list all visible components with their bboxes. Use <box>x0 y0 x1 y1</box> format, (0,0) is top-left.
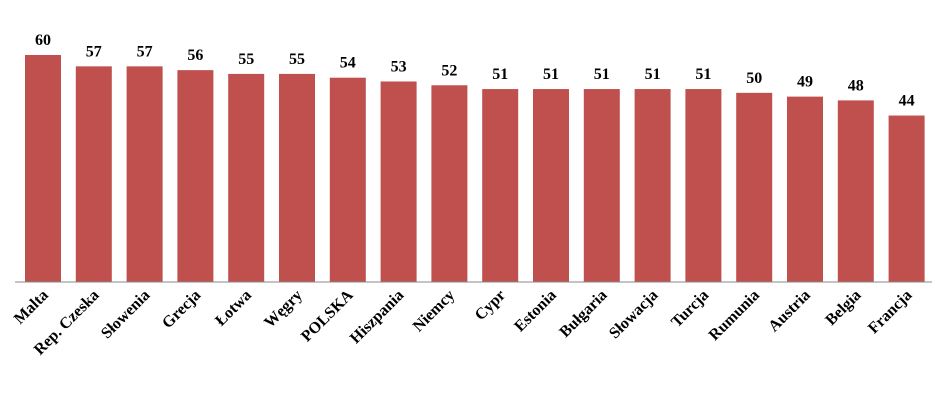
bar <box>279 73 315 283</box>
bar <box>431 85 468 283</box>
value-label: 52 <box>441 62 457 79</box>
x-tick-label: Austria <box>765 287 813 335</box>
value-label: 51 <box>543 66 559 83</box>
x-tick-label: Słowenia <box>98 287 153 342</box>
x-tick-label: Łotwa <box>212 287 255 330</box>
x-tick-label: Niemcy <box>410 287 458 335</box>
value-label: 57 <box>86 43 102 60</box>
x-tick-label: Grecja <box>159 287 204 332</box>
x-tick-label: Malta <box>11 287 52 328</box>
x-tick-label: Rumunia <box>706 287 763 344</box>
bar <box>533 89 569 282</box>
value-label: 50 <box>746 70 762 87</box>
value-label: 55 <box>238 51 254 68</box>
value-label: 53 <box>391 58 407 75</box>
x-tick-label: Francja <box>865 287 915 337</box>
bar <box>482 89 519 282</box>
x-tick-label: Cypr <box>472 287 509 324</box>
x-tick-label: Turcja <box>668 287 712 331</box>
bar <box>228 73 265 283</box>
bar <box>25 55 61 282</box>
value-label: 60 <box>35 32 51 49</box>
bar <box>126 66 163 282</box>
value-label: 54 <box>340 55 356 72</box>
x-tick-label: Hiszpania <box>347 287 407 347</box>
bar <box>888 115 925 283</box>
bar <box>177 70 214 282</box>
bar <box>75 66 112 282</box>
bar <box>329 77 366 282</box>
x-tick-label: Węgry <box>261 287 306 332</box>
x-tick-label: Słowacja <box>606 287 661 342</box>
value-label: 44 <box>899 93 915 110</box>
value-label: 51 <box>594 66 610 83</box>
bar <box>583 89 620 282</box>
x-tick-label: Bułgaria <box>556 287 610 341</box>
bar <box>736 92 773 282</box>
value-label: 56 <box>187 47 203 64</box>
bar <box>837 100 874 283</box>
bar <box>380 81 417 282</box>
value-label: 51 <box>492 66 508 83</box>
value-label: 48 <box>848 77 864 94</box>
value-label: 51 <box>645 66 661 83</box>
value-label: 57 <box>137 43 153 60</box>
value-label: 51 <box>695 66 711 83</box>
x-tick-label: Belgia <box>822 287 864 329</box>
x-tick-label: Estonia <box>511 287 559 335</box>
value-label: 55 <box>289 51 305 68</box>
value-label: 49 <box>797 74 813 91</box>
bar <box>787 96 823 282</box>
bar <box>685 89 722 282</box>
bar <box>634 89 671 282</box>
